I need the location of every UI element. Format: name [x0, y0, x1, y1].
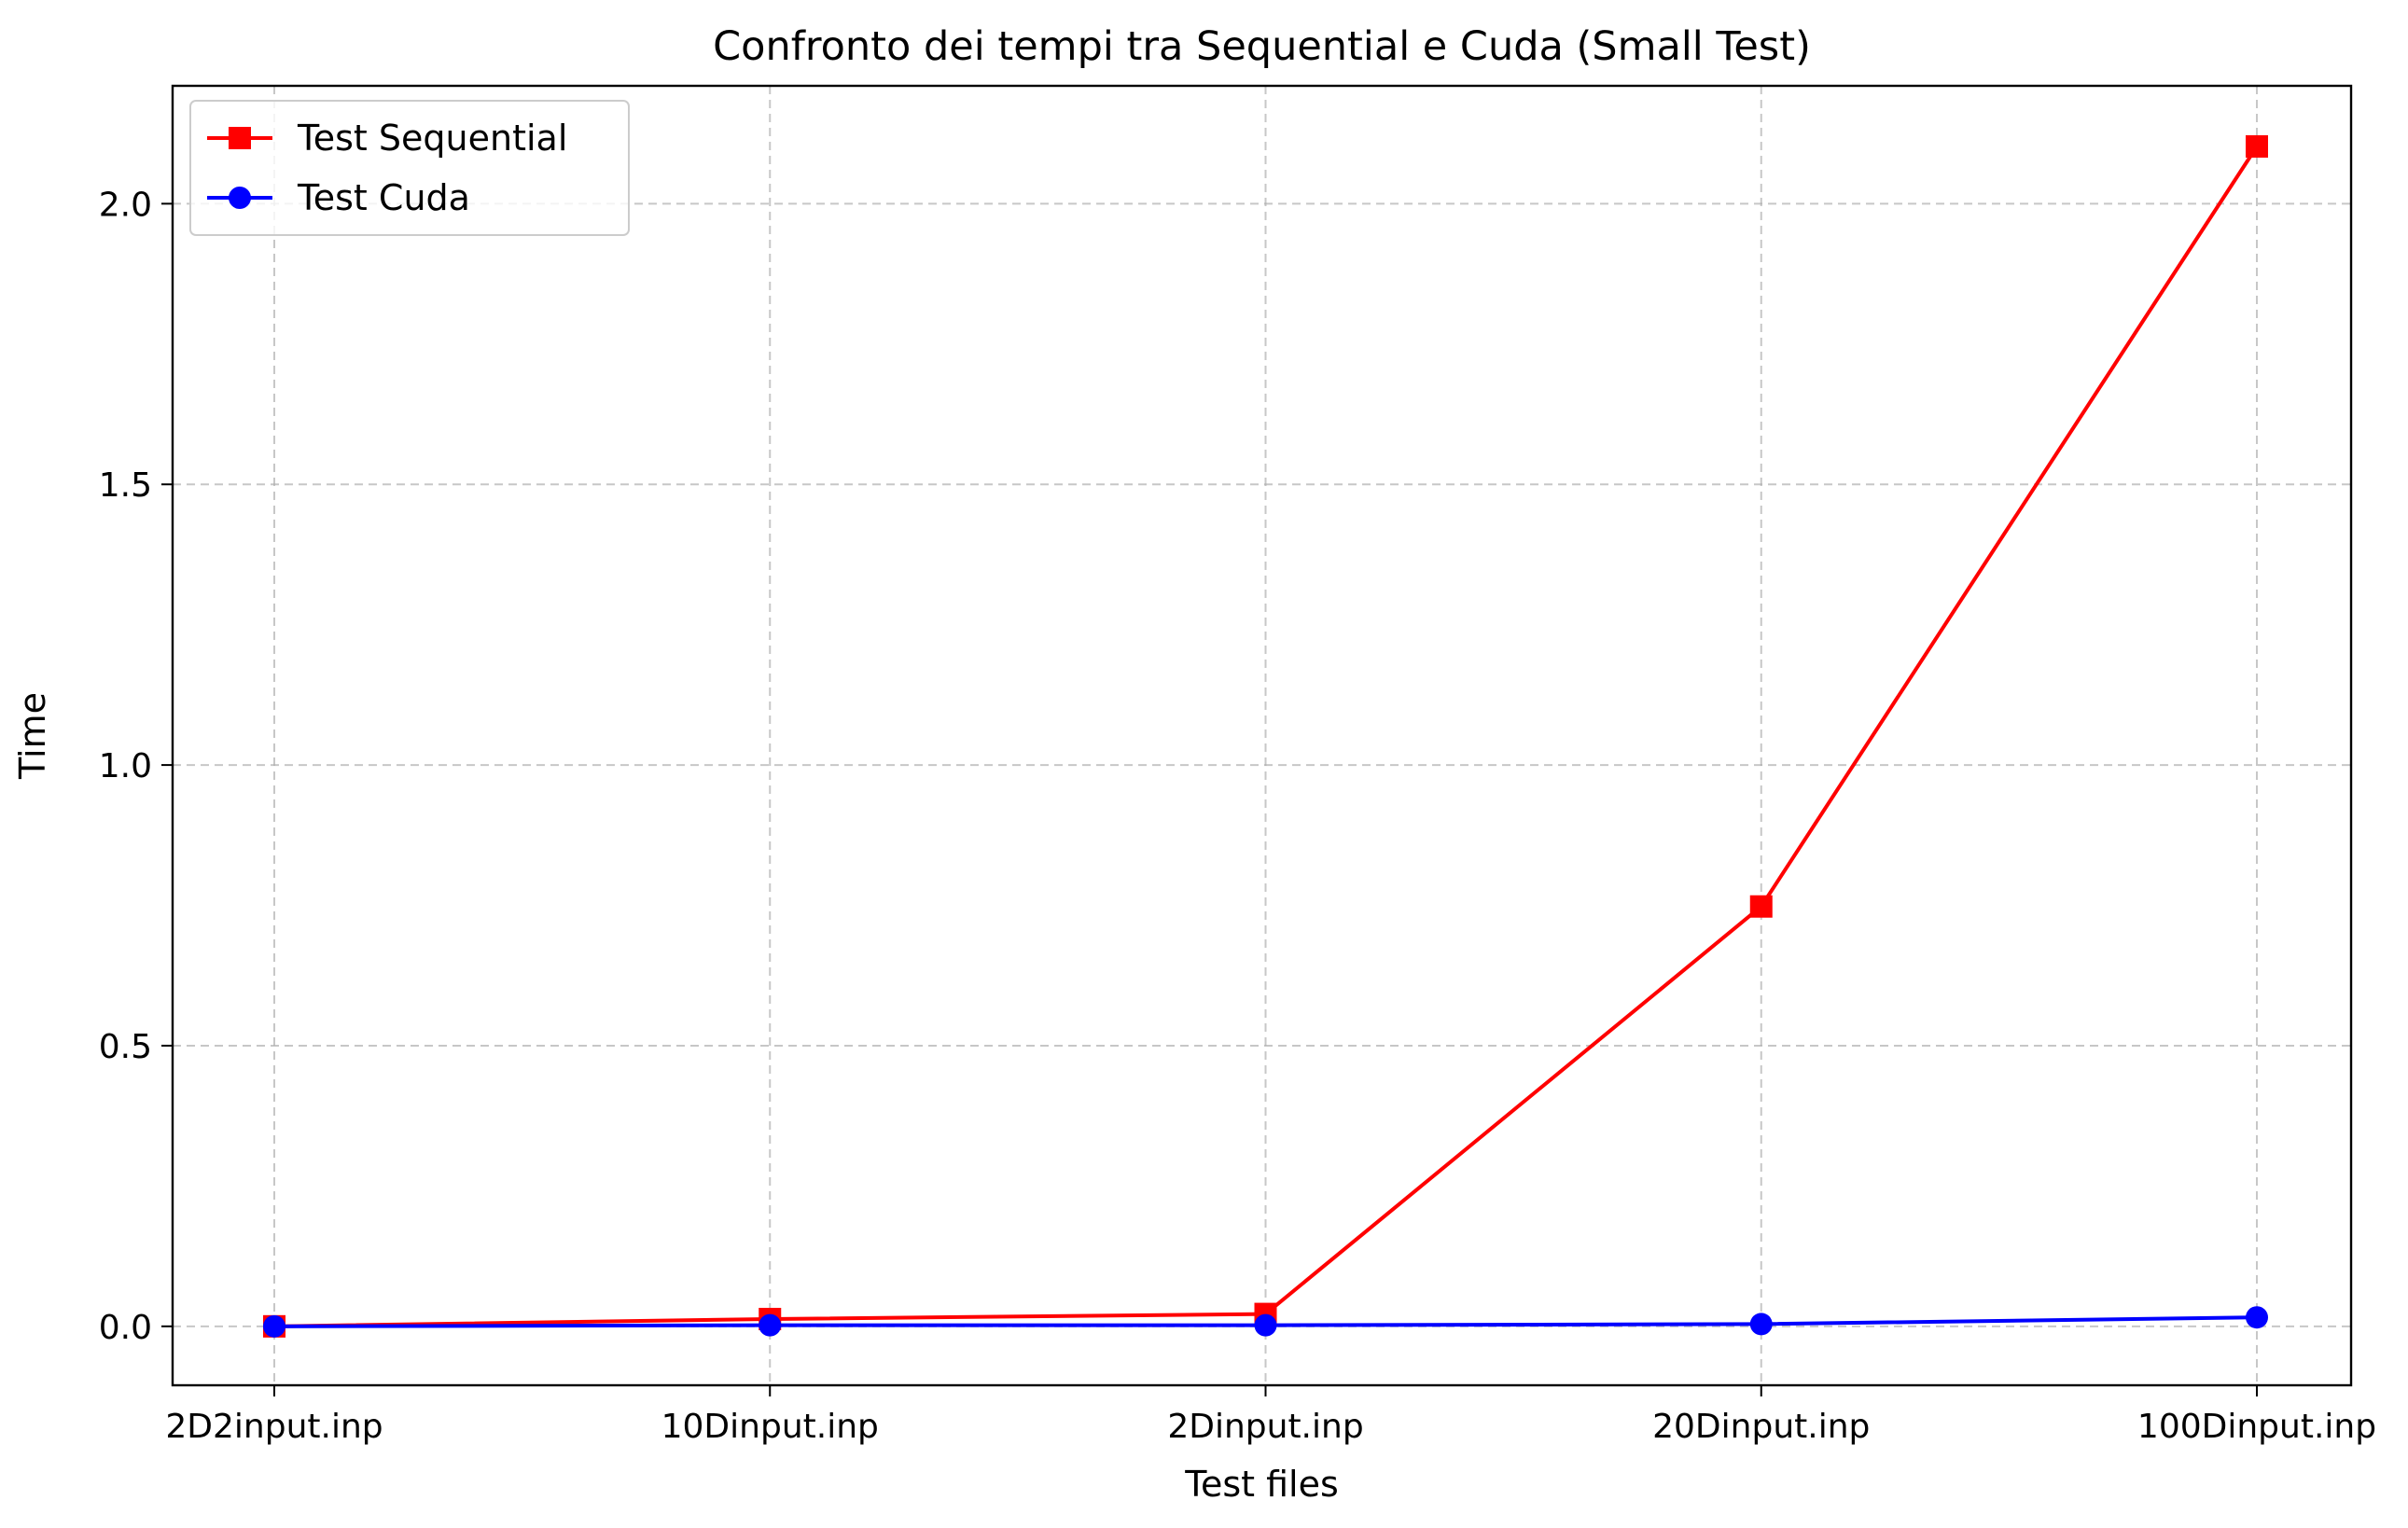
- legend-item: Test Cuda: [207, 177, 470, 218]
- data-point: [2246, 1306, 2268, 1329]
- chart-title: Confronto dei tempi tra Sequential e Cud…: [713, 23, 1811, 70]
- data-point: [1254, 1313, 1277, 1337]
- data-point: [759, 1313, 782, 1337]
- y-tick-label: 1.0: [99, 747, 152, 785]
- data-point: [263, 1314, 285, 1338]
- x-tick-label: 20Dinput.inp: [1652, 1408, 1870, 1446]
- y-axis-label: Time: [12, 692, 53, 780]
- x-tick-label: 2Dinput.inp: [1167, 1408, 1363, 1446]
- legend-marker: [229, 187, 251, 209]
- plot-frame: [171, 84, 2353, 1387]
- data-point: [2246, 134, 2268, 158]
- legend: Test Sequential Test Cuda: [189, 100, 630, 236]
- axes: 0.0 0.5 1.0 1.5 2.0 2D2input.inp 10Dinput.inp 2…: [99, 186, 2376, 1446]
- series-group: [263, 134, 2268, 1338]
- legend-frame: [189, 100, 630, 236]
- x-tick-label: 2D2input.inp: [165, 1408, 383, 1446]
- data-point: [1749, 1313, 1773, 1336]
- x-tick-label: 100Dinput.inp: [2137, 1408, 2376, 1446]
- x-tick-label: 10Dinput.inp: [661, 1408, 879, 1446]
- legend-label: Test Sequential: [297, 118, 567, 159]
- y-tick-label: 1.5: [99, 466, 152, 505]
- legend-label: Test Cuda: [297, 177, 470, 218]
- y-tick-label: 0.0: [99, 1309, 152, 1347]
- y-tick-label: 2.0: [99, 186, 152, 224]
- y-tick-label: 0.5: [99, 1028, 152, 1066]
- grid: [173, 86, 2351, 1385]
- legend-item: Test Sequential: [207, 118, 567, 159]
- legend-marker: [229, 127, 251, 149]
- series-2: [263, 1306, 2268, 1338]
- data-point: [1749, 895, 1773, 918]
- x-axis-label: Test files: [1184, 1464, 1339, 1505]
